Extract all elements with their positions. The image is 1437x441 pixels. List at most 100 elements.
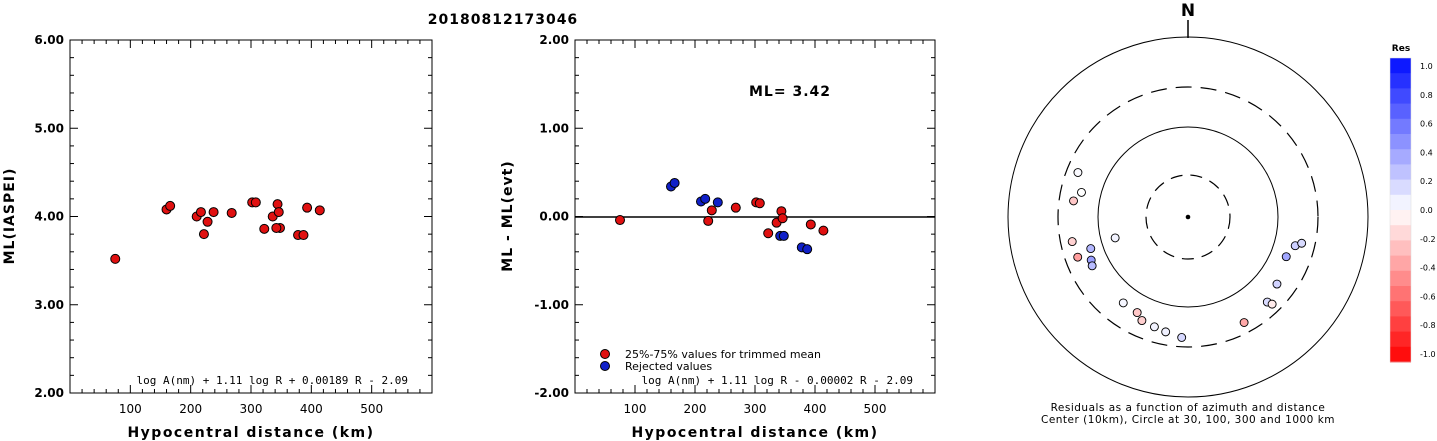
station-point: [1118, 298, 1128, 308]
figure-title: 20180812173046: [428, 12, 578, 28]
circle-30km: [1145, 174, 1231, 260]
station-point: [1161, 327, 1171, 337]
center-dot: [1185, 214, 1191, 220]
station-point: [1132, 308, 1142, 318]
colorbar-cell: [1390, 331, 1411, 348]
data-point: [763, 228, 774, 239]
legend-label-rejected: Rejected values: [625, 360, 712, 373]
data-point: [615, 215, 625, 226]
y-tick-label: 6.00: [34, 33, 64, 47]
y-tick-label: 1.00: [539, 121, 569, 135]
y-tick-label: 2.00: [34, 386, 64, 400]
data-points: [615, 177, 829, 255]
data-point: [110, 253, 121, 264]
legend-marker-accepted: [600, 349, 610, 359]
data-point: [777, 213, 788, 224]
station-point: [1073, 168, 1083, 177]
colorbar-cell: [1390, 164, 1411, 181]
plot-frame: [69, 39, 433, 394]
data-point: [703, 215, 714, 226]
data-point: [273, 207, 284, 218]
colorbar-tick-label: -0.2: [1420, 235, 1436, 244]
x-tick-label: 400: [804, 402, 827, 416]
data-point: [730, 202, 741, 213]
station-point: [1149, 322, 1159, 332]
data-point: [712, 197, 723, 208]
x-tick-labels: 100 200 300 400 500: [624, 402, 887, 416]
colorbar-cell: [1390, 286, 1411, 302]
station-point: [1297, 238, 1307, 248]
y-axis-label: ML(IASPEI): [2, 168, 18, 265]
colorbar-tick-label: 0.6: [1420, 120, 1433, 129]
residual-colorbar: Res 1.0 0.8 0.6 0.4 0.2 0.0 -0.2 -0.4 -0.6 -0.8 -1…: [1389, 44, 1436, 363]
x-tick-label: 300: [744, 402, 767, 416]
x-tick-label: 500: [360, 402, 383, 416]
legend-label-accepted: 25%-75% values for trimmed mean: [625, 348, 821, 361]
colorbar-cell: [1390, 134, 1411, 150]
data-point: [271, 222, 282, 233]
station-point: [1086, 244, 1096, 254]
x-tick-label: 200: [684, 402, 707, 416]
colorbar-cell: [1390, 194, 1411, 211]
station-point: [1067, 237, 1077, 247]
colorbar-tick-label: -1.0: [1420, 350, 1436, 359]
station-point: [1073, 252, 1083, 262]
data-point: [802, 244, 813, 255]
y-tick-label: 2.00: [539, 33, 569, 47]
legend-marker-rejected: [600, 361, 610, 371]
caption-line-2: Center (10km), Circle at 30, 100, 300 an…: [1041, 414, 1335, 426]
x-tick-label: 100: [624, 402, 647, 416]
formula-label: log A(nm) + 1.11 log R + 0.00189 R - 2.0…: [136, 374, 408, 387]
x-axis-label: Hypocentral distance (km): [127, 425, 374, 441]
colorbar-tick-label: -0.6: [1420, 292, 1436, 301]
axis-ticks: [69, 39, 433, 394]
data-point: [208, 207, 219, 218]
colorbar-cell: [1390, 118, 1411, 135]
station-residual-points: [1067, 168, 1307, 342]
data-point: [700, 193, 711, 204]
azimuth-residual-panel: N Residuals as a function of azimuth and…: [1007, 1, 1369, 426]
y-tick-label: 4.00: [34, 210, 64, 224]
colorbar-tick-label: -0.4: [1420, 264, 1436, 273]
axis-ticks: [574, 39, 936, 394]
data-point: [198, 229, 209, 240]
colorbar-cell: [1390, 316, 1411, 333]
colorbar-cell: [1390, 270, 1411, 287]
colorbar-cell: [1390, 240, 1411, 257]
colorbar-cell: [1390, 58, 1411, 74]
data-point: [669, 177, 680, 188]
formula-label: log A(nm) + 1.11 log R - 0.00002 R - 2.0…: [641, 374, 913, 387]
colorbar-cell: [1390, 225, 1411, 241]
data-point: [202, 216, 213, 227]
data-point: [805, 219, 816, 230]
residual-vs-distance-panel: -2.00 -1.00 0.00 1.00 2.00 100 200 300 400 500 M…: [500, 33, 936, 441]
data-point: [754, 198, 765, 209]
station-point: [1077, 187, 1086, 197]
station-point: [1281, 252, 1291, 262]
y-tick-label: 0.00: [539, 210, 569, 224]
y-tick-label: 5.00: [34, 121, 64, 135]
colorbar-cell: [1390, 346, 1411, 363]
y-tick-labels: -2.00 -1.00 0.00 1.00 2.00: [534, 33, 569, 400]
y-axis-label: ML - ML(evt): [500, 160, 516, 271]
data-point: [314, 205, 325, 216]
y-tick-labels: 2.00 3.00 4.00 5.00 6.00: [34, 33, 64, 400]
ml-vs-distance-panel: 2.00 3.00 4.00 5.00 6.00 100 200 300 400 500 Hyp…: [2, 33, 433, 441]
colorbar-cell: [1390, 210, 1411, 226]
colorbar-tick-label: 0.8: [1420, 91, 1433, 100]
data-points: [110, 197, 325, 264]
data-point: [706, 205, 717, 216]
colorbar-cell: [1390, 255, 1411, 272]
station-point: [1239, 318, 1249, 327]
data-point: [195, 207, 206, 218]
colorbar-cell: [1390, 88, 1411, 105]
circle-1000km: [1007, 36, 1369, 398]
station-point: [1137, 316, 1147, 326]
x-tick-label: 400: [300, 402, 323, 416]
colorbar-tick-label: 0.0: [1420, 206, 1433, 215]
station-point: [1272, 279, 1282, 289]
colorbar-tick-label: -0.8: [1420, 321, 1436, 330]
x-tick-label: 200: [179, 402, 202, 416]
y-tick-label: -2.00: [534, 386, 569, 400]
